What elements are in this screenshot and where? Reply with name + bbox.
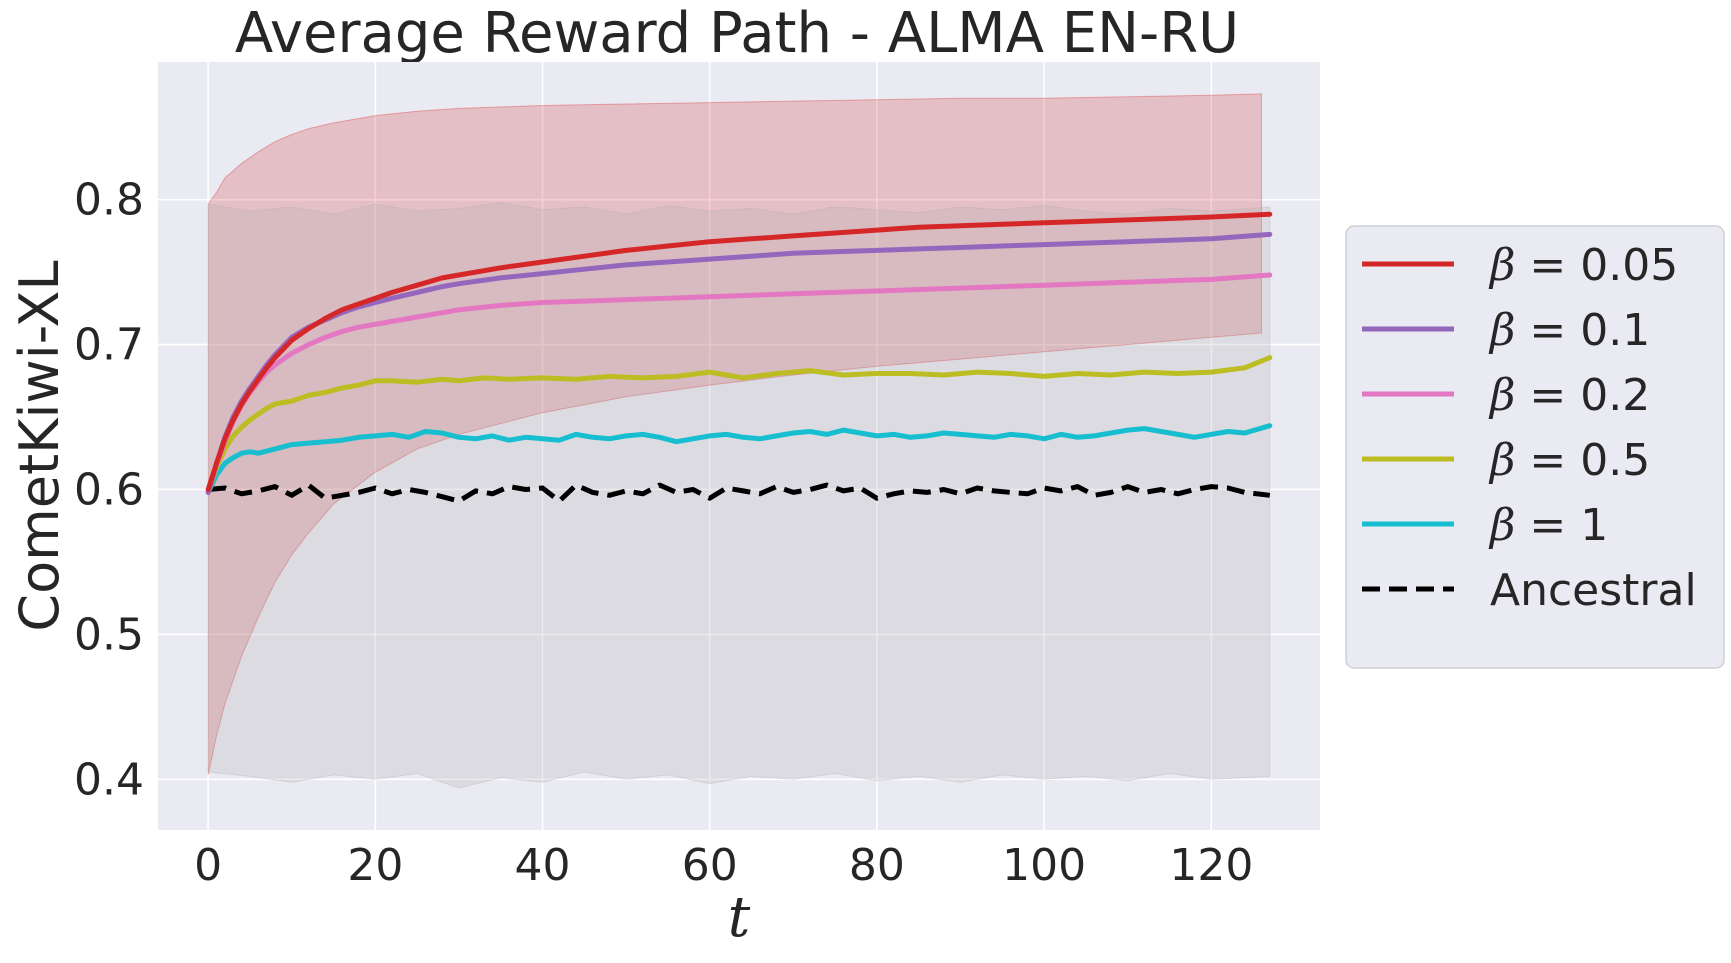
y-tick-label: 0.7 xyxy=(74,320,144,371)
y-tick-label: 0.4 xyxy=(74,754,144,805)
band-layer xyxy=(207,93,1271,789)
y-axis-label: CometKiwi-XL xyxy=(8,260,71,631)
legend: β = 0.05 β = 0.1 β = 0.2 β = 0.5 β = 1 Ancest… xyxy=(1345,225,1725,669)
series-line xyxy=(205,211,1273,492)
y-tick-label: 0.8 xyxy=(74,175,144,226)
series-line xyxy=(207,482,1271,504)
plot-area xyxy=(158,62,1320,830)
x-tick-label: 20 xyxy=(347,840,403,891)
x-tick-label: 120 xyxy=(1169,840,1253,891)
y-tick-label: 0.6 xyxy=(74,464,144,515)
series-line xyxy=(205,355,1273,495)
series-line xyxy=(205,423,1273,495)
x-tick-label: 60 xyxy=(682,840,738,891)
legend-label: β = 0.1 xyxy=(1488,305,1650,356)
x-tick-label: 100 xyxy=(1002,840,1086,891)
x-tick-label: 40 xyxy=(515,840,571,891)
confidence-band xyxy=(207,202,1271,789)
x-tick-label: 80 xyxy=(849,840,905,891)
confidence-band xyxy=(207,93,1262,776)
legend-label: β = 0.5 xyxy=(1488,435,1650,486)
y-tick-label: 0.5 xyxy=(74,609,144,660)
legend-label: β = 0.05 xyxy=(1488,240,1678,291)
legend-label: β = 0.2 xyxy=(1488,370,1650,421)
x-tick-label: 0 xyxy=(194,840,222,891)
legend-items: β = 0.05 β = 0.1 β = 0.2 β = 0.5 β = 1 Ancest… xyxy=(1362,240,1697,616)
legend-label: β = 1 xyxy=(1488,500,1608,551)
legend-frame xyxy=(1345,225,1725,669)
legend-label: Ancestral xyxy=(1490,565,1697,616)
tick-layer: 0 20 40 60 80 100 120 0.4 0.5 0.6 0.7 0.8 xyxy=(74,175,1253,891)
series-layer xyxy=(205,211,1273,504)
chart-title: Average Reward Path - ALMA EN-RU xyxy=(235,1,1239,66)
x-axis-label: t xyxy=(728,885,751,950)
